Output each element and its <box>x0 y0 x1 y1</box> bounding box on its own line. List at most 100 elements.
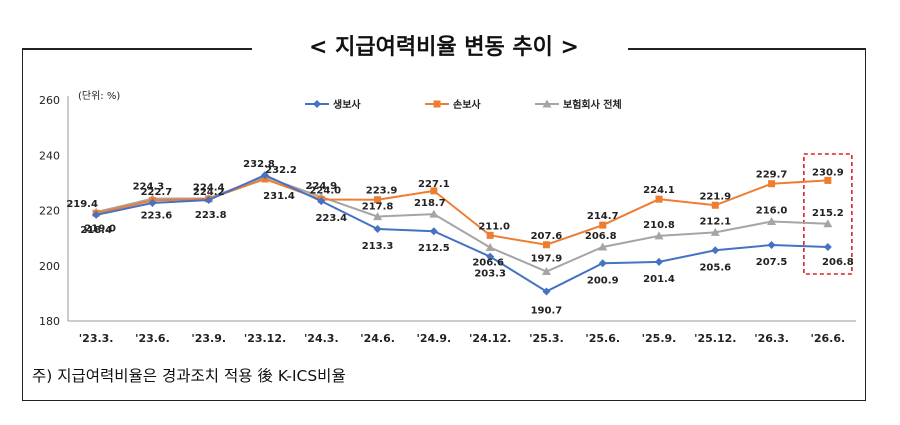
legend-marker <box>542 99 552 108</box>
x-tick-label: '24.9. <box>417 332 452 345</box>
data-point <box>92 210 101 219</box>
data-label: 227.1 <box>418 179 450 190</box>
data-label: 206.8 <box>585 231 617 242</box>
data-point <box>374 196 382 204</box>
x-tick-label: '23.9. <box>191 332 226 345</box>
y-tick-label: 220 <box>39 205 60 218</box>
data-point <box>542 241 550 249</box>
data-label: 232.8 <box>243 159 275 170</box>
data-point <box>204 196 213 205</box>
data-point <box>768 180 776 188</box>
footnote: 주) 지급여력비율은 경과조치 적용 後 K-ICS비율 <box>32 367 346 385</box>
data-label: 222.7 <box>141 187 173 198</box>
data-label: 190.7 <box>531 305 563 316</box>
data-label: 211.0 <box>478 221 510 232</box>
data-point <box>823 219 833 228</box>
title-rule-right <box>628 48 866 50</box>
data-label: 207.6 <box>531 231 563 242</box>
data-point <box>261 171 269 180</box>
y-tick-label: 240 <box>39 149 60 162</box>
data-point <box>317 197 326 206</box>
highlight-box <box>803 153 853 275</box>
data-point <box>710 227 720 236</box>
data-label: 197.9 <box>531 254 563 265</box>
data-point <box>823 242 832 251</box>
y-tick-label: 200 <box>39 260 60 273</box>
data-label: 229.7 <box>756 170 788 181</box>
data-point <box>486 252 495 261</box>
data-point <box>485 243 495 252</box>
data-point <box>655 195 663 203</box>
data-label: 221.9 <box>699 191 731 202</box>
data-label: 210.8 <box>643 220 675 231</box>
x-tick-label: '23.6. <box>135 332 170 345</box>
x-tick-label: '24.6. <box>360 332 395 345</box>
data-label: 219.0 <box>84 223 116 234</box>
data-label: 206.8 <box>822 257 854 268</box>
legend-label: 생보사 <box>333 98 361 111</box>
data-label: 218.4 <box>80 225 112 236</box>
data-label: 203.3 <box>474 269 506 280</box>
data-label: 223.8 <box>195 210 227 221</box>
data-point <box>373 225 382 234</box>
data-point <box>654 231 664 240</box>
data-label: 231.4 <box>263 191 295 202</box>
legend-label: 보험회사 전체 <box>563 98 622 111</box>
data-label: 224.3 <box>133 182 165 193</box>
data-point <box>598 242 608 251</box>
data-label: 206.6 <box>472 258 504 269</box>
x-tick-label: '23.3. <box>79 332 114 345</box>
y-tick-label: 260 <box>39 94 60 107</box>
legend-marker <box>313 100 321 108</box>
data-point <box>598 259 607 268</box>
data-label: 207.5 <box>756 257 788 268</box>
data-point <box>429 227 438 236</box>
data-point <box>767 241 776 250</box>
data-point <box>429 209 439 218</box>
data-label: 224.9 <box>305 181 337 192</box>
legend-marker <box>433 100 441 108</box>
x-tick-label: '25.3. <box>529 332 564 345</box>
data-label: 217.8 <box>362 202 394 213</box>
x-tick-label: '23.12. <box>244 332 286 345</box>
data-label: 230.9 <box>812 167 844 178</box>
data-label: 205.6 <box>699 262 731 273</box>
data-label: 223.6 <box>141 211 173 222</box>
data-point <box>599 221 607 229</box>
data-label: 219.4 <box>66 199 98 210</box>
data-label: 224.2 <box>193 187 225 198</box>
data-label: 200.9 <box>587 275 619 286</box>
title-rule-left <box>22 48 252 50</box>
x-tick-label: '25.6. <box>585 332 620 345</box>
x-tick-label: '24.3. <box>304 332 339 345</box>
title-bar: < 지급여력비율 변동 추이 > <box>22 34 866 64</box>
y-tick-label: 180 <box>39 315 60 328</box>
data-point <box>541 267 551 276</box>
data-label: 216.0 <box>756 206 788 217</box>
data-label: 224.0 <box>309 185 341 196</box>
data-label: 212.1 <box>699 216 731 227</box>
unit-label: (단위: %) <box>78 89 120 102</box>
data-point <box>824 176 832 184</box>
data-point <box>767 217 777 226</box>
data-label: 215.2 <box>812 208 844 219</box>
chart-title: < 지급여력비율 변동 추이 > <box>297 35 591 60</box>
data-label: 223.9 <box>366 186 398 197</box>
legend-label: 손보사 <box>453 98 481 111</box>
data-label: 212.5 <box>418 243 450 254</box>
data-label: 224.4 <box>193 182 225 193</box>
data-point <box>711 246 720 255</box>
x-tick-label: '25.12. <box>694 332 736 345</box>
data-point <box>430 187 438 195</box>
data-point <box>711 201 719 209</box>
x-tick-label: '26.3. <box>754 332 789 345</box>
x-tick-label: '26.6. <box>811 332 846 345</box>
data-point <box>655 257 663 266</box>
data-label: 201.4 <box>643 274 675 285</box>
data-point <box>542 287 551 296</box>
x-tick-label: '24.12. <box>469 332 511 345</box>
series-line <box>95 174 828 293</box>
data-point <box>148 199 157 208</box>
data-label: 214.7 <box>587 211 619 222</box>
